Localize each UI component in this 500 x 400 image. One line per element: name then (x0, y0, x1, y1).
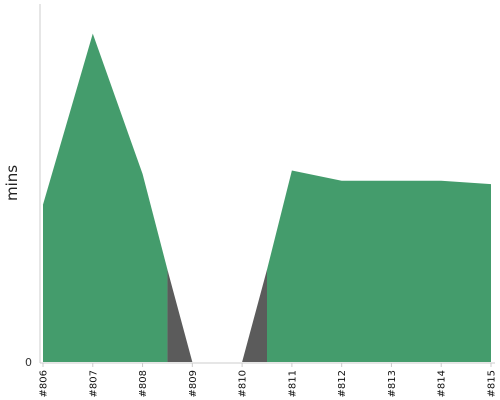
area-segment-failed-1 (167, 269, 193, 362)
x-tick-label: #814 (437, 370, 448, 397)
x-tick-label: #812 (337, 370, 348, 397)
x-tick-label: #806 (39, 370, 50, 397)
x-tick-label: #811 (287, 370, 298, 397)
area-segment-passed-3 (267, 170, 491, 362)
area-segment-failed-2 (242, 269, 267, 362)
area-layer (43, 33, 491, 363)
x-tick-layer: #806 #807 #808 #809 #810 #811 #812 #813 #814 #815 (39, 363, 498, 397)
x-tick-label: #815 (487, 370, 498, 397)
x-tick-label: #807 (88, 370, 99, 397)
y-axis-title: mins (3, 165, 21, 201)
area-segment-passed-0 (43, 33, 168, 363)
y-tick-label-zero: 0 (25, 356, 32, 369)
x-tick-label: #813 (387, 370, 398, 397)
x-tick-label: #808 (138, 370, 149, 397)
x-tick-label: #810 (238, 370, 249, 397)
x-tick-label: #809 (188, 370, 199, 397)
